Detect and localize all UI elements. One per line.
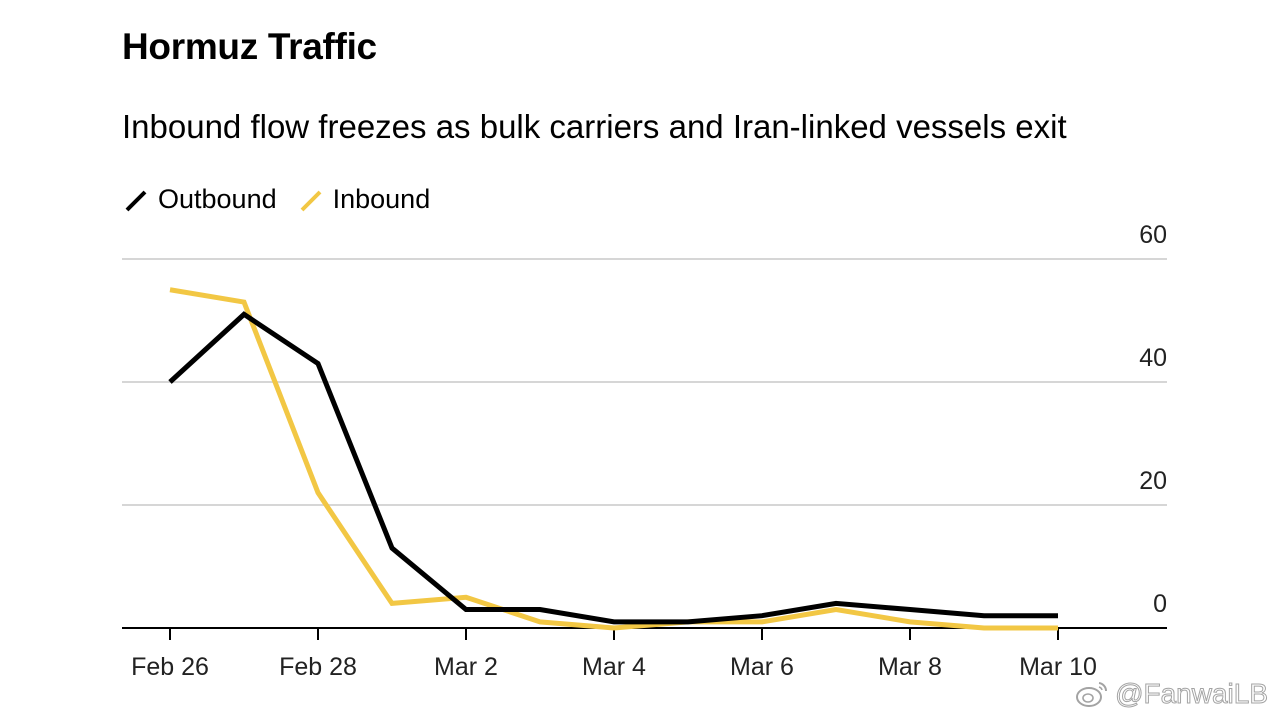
y-tick-label-60: 60 xyxy=(1139,221,1167,249)
chart-title: Hormuz Traffic xyxy=(122,26,377,67)
x-tick-label-feb-28: Feb 28 xyxy=(279,653,357,681)
series-line-inbound xyxy=(169,287,1058,631)
y-tick-label-0: 0 xyxy=(1153,590,1167,618)
x-axis: Feb 26 Feb 28 Mar 2 Mar 4 Mar 6 Mar 8 Mar 10 xyxy=(122,627,1167,681)
x-tick-label-mar-8: Mar 8 xyxy=(878,653,942,681)
gridlines xyxy=(122,258,1167,506)
y-tick-label-20: 20 xyxy=(1139,467,1167,495)
legend-swatch-inbound-icon xyxy=(300,190,322,211)
series-line-outbound xyxy=(168,311,1058,625)
x-tick-label-mar-2: Mar 2 xyxy=(434,653,498,681)
series-lines xyxy=(168,287,1058,631)
weibo-logo-icon xyxy=(1076,682,1108,707)
legend-label-inbound: Inbound xyxy=(332,184,431,214)
x-tick-label-mar-6: Mar 6 xyxy=(730,653,794,681)
legend-item-outbound: Outbound xyxy=(122,184,277,215)
legend-swatch-outbound-icon xyxy=(125,190,147,211)
legend-item-inbound: Inbound xyxy=(297,184,431,215)
watermark: @FanwaiLB xyxy=(1075,678,1268,710)
chart-legend: Outbound Inbound xyxy=(122,184,450,215)
y-tick-label-40: 40 xyxy=(1139,344,1167,372)
x-tick-label-feb-26: Feb 26 xyxy=(131,653,209,681)
chart-subtitle: Inbound flow freezes as bulk carriers an… xyxy=(122,108,1067,145)
x-tick-label-mar-4: Mar 4 xyxy=(582,653,646,681)
legend-label-outbound: Outbound xyxy=(158,184,277,214)
watermark-text: @FanwaiLB xyxy=(1115,678,1269,710)
x-tick-label-mar-10: Mar 10 xyxy=(1019,653,1097,681)
y-axis-tick-labels: 0 20 40 60 xyxy=(1139,221,1167,618)
